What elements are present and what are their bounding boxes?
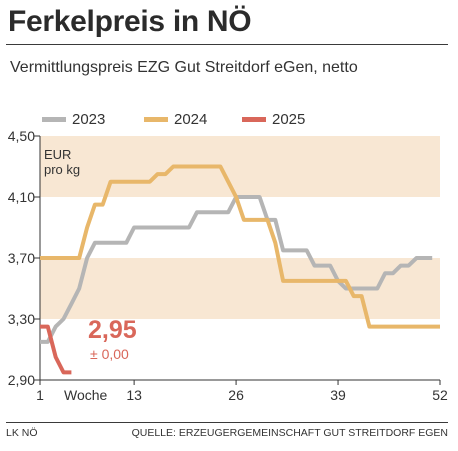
y-tick-label: 4,50 (8, 128, 35, 144)
unit-label-line1: EUR (44, 147, 72, 162)
unit-label-line2: pro kg (44, 162, 81, 177)
legend-swatch-2025 (242, 117, 266, 122)
footer-publisher: LK NÖ (6, 427, 38, 439)
footer-divider (6, 422, 448, 423)
legend-swatch-2023 (42, 117, 66, 122)
footer-source: QUELLE: ERZEUGERGEMEINSCHAFT GUT STREITD… (131, 427, 448, 439)
y-tick-label: 2,90 (8, 372, 35, 388)
current-price-value: 2,95 (88, 316, 137, 344)
page-title: Ferkelpreis in NÖ (8, 5, 252, 38)
page-subtitle: Vermittlungspreis EZG Gut Streitdorf eGe… (10, 59, 358, 76)
x-tick-label: 52 (432, 387, 448, 403)
x-axis-label: Woche (64, 387, 108, 403)
chart-legend: 2023 2024 2025 (0, 110, 458, 130)
series-line-2024 (40, 164, 440, 329)
chart-bands (40, 136, 440, 319)
title-divider (6, 44, 448, 45)
y-tick-label: 4,10 (8, 189, 35, 205)
legend-label-2023: 2023 (72, 111, 106, 128)
x-tick-label: 1 (36, 387, 44, 403)
chart-series (40, 164, 440, 375)
current-price-change: ± 0,00 (90, 346, 129, 362)
legend-label-2024: 2024 (174, 111, 208, 128)
x-tick-label: 13 (126, 387, 142, 403)
x-tick-label: 26 (228, 387, 244, 403)
unit-label: EUR pro kg (44, 147, 80, 177)
x-tick-label: 39 (330, 387, 346, 403)
band-0 (40, 258, 440, 319)
chart-axes: 2,90 3,30 3,70 4,10 4,50 1 13 26 39 52 Woche (8, 128, 448, 403)
y-tick-label: 3,30 (8, 311, 35, 327)
legend-swatch-2024 (144, 117, 168, 122)
legend-label-2025: 2025 (272, 111, 306, 128)
band-1 (40, 136, 440, 197)
series-line-2025 (40, 324, 72, 375)
y-tick-label: 3,70 (8, 250, 35, 266)
